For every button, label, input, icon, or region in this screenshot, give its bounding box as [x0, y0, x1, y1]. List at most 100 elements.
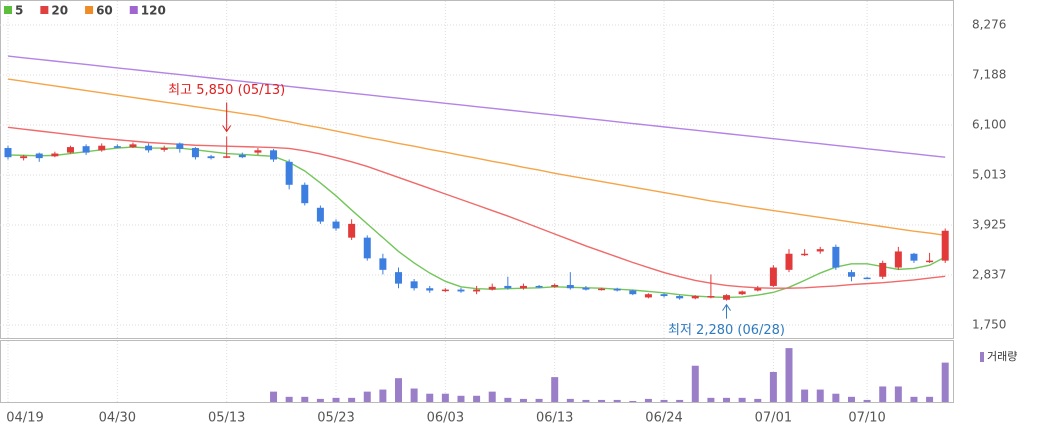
- candle-body: [332, 221, 340, 229]
- volume-bar: [754, 398, 762, 402]
- candle-body: [426, 288, 434, 291]
- candle-body: [941, 230, 949, 261]
- candle-body: [613, 288, 621, 291]
- candle-body: [910, 253, 918, 261]
- candle-body: [145, 145, 153, 151]
- candle-body: [879, 262, 887, 277]
- volume-bar: [551, 377, 559, 402]
- volume-bar: [519, 398, 527, 402]
- y-tick-label: 3,925: [972, 218, 1006, 232]
- y-tick-label: 8,276: [972, 18, 1006, 32]
- candle-body: [238, 154, 246, 158]
- candle-body: [285, 161, 293, 185]
- volume-bar: [457, 395, 465, 402]
- candle-body: [98, 145, 106, 151]
- volume-bar: [832, 393, 840, 402]
- ma-line: [7, 55, 946, 158]
- candle-body: [4, 148, 12, 158]
- volume-bar: [426, 393, 434, 402]
- volume-bar: [910, 396, 918, 402]
- volume-bar: [535, 398, 543, 402]
- legend-label: 120: [141, 4, 166, 18]
- volume-bar: [441, 393, 449, 402]
- candle-body: [801, 253, 809, 256]
- y-tick-label: 2,837: [972, 268, 1006, 282]
- candle-body: [270, 150, 278, 160]
- candle-body: [488, 286, 496, 290]
- candle-body: [707, 296, 715, 298]
- candle-body: [598, 288, 606, 291]
- volume-bar: [613, 399, 621, 402]
- candle-body: [363, 237, 371, 259]
- x-tick-label: 06/03: [427, 411, 464, 426]
- legend-swatch: [40, 6, 49, 14]
- volume-bar: [629, 400, 637, 402]
- volume-bar: [410, 388, 418, 402]
- candle-body: [129, 144, 137, 148]
- volume-bar: [332, 397, 340, 402]
- y-tick-label: 5,013: [972, 168, 1006, 182]
- volume-bar: [582, 399, 590, 402]
- candle-body: [566, 285, 574, 289]
- volume-bar: [379, 389, 387, 402]
- volume-bar: [285, 396, 293, 402]
- candle-body: [316, 207, 324, 222]
- candle-body: [847, 272, 855, 277]
- volume-bar: [894, 386, 902, 402]
- x-tick-label: 05/13: [208, 411, 245, 426]
- candle-body: [82, 146, 90, 153]
- candle-body: [738, 291, 746, 295]
- candle-body: [832, 246, 840, 268]
- volume-bar: [488, 391, 496, 402]
- legend-swatch: [85, 6, 94, 14]
- candle-body: [723, 295, 731, 300]
- volume-bar: [644, 398, 652, 402]
- candle-body: [691, 296, 699, 299]
- candle-body: [629, 290, 637, 295]
- candle-body: [754, 288, 762, 291]
- candle-body: [660, 294, 668, 297]
- y-tick-label: 1,750: [972, 318, 1006, 332]
- volume-bar: [941, 362, 949, 402]
- candle-body: [785, 253, 793, 270]
- volume-bar: [270, 391, 278, 402]
- candle-body: [863, 277, 871, 280]
- volume-bar: [395, 378, 402, 402]
- candle-body: [457, 289, 465, 292]
- volume-bar: [301, 396, 309, 402]
- volume-bar: [723, 397, 731, 402]
- x-tick-label: 06/13: [536, 411, 573, 426]
- x-tick-label: 07/01: [755, 411, 792, 426]
- candle-body: [254, 150, 262, 153]
- candle-body: [113, 146, 121, 148]
- y-tick-label: 6,100: [972, 118, 1006, 132]
- ma-line: [7, 78, 946, 237]
- legend-label: 20: [51, 4, 68, 18]
- x-tick-label: 05/23: [317, 411, 354, 426]
- candle-body: [410, 281, 418, 289]
- candle-body: [176, 143, 184, 149]
- candle-body: [519, 285, 527, 289]
- y-tick-label: 7,188: [972, 68, 1006, 82]
- candle-body: [379, 258, 387, 270]
- volume-bar: [504, 397, 512, 402]
- candle-body: [644, 294, 652, 298]
- low-arrow: [722, 303, 731, 319]
- legend-swatch: [129, 6, 138, 14]
- volume-bar: [707, 397, 715, 402]
- ma-line: [7, 126, 946, 289]
- candle-body: [20, 156, 28, 159]
- candle-body: [676, 296, 684, 299]
- volume-frame: [0, 340, 954, 403]
- candle-body: [894, 251, 902, 268]
- volume-bar: [847, 396, 855, 402]
- high-annotation: 최고 5,850 (05/13): [168, 83, 285, 98]
- volume-bar: [363, 391, 371, 402]
- volume-bar: [691, 365, 699, 402]
- candle-body: [66, 147, 74, 153]
- candle-body: [348, 223, 356, 238]
- candle-body: [191, 148, 199, 158]
- candle-body: [769, 267, 777, 286]
